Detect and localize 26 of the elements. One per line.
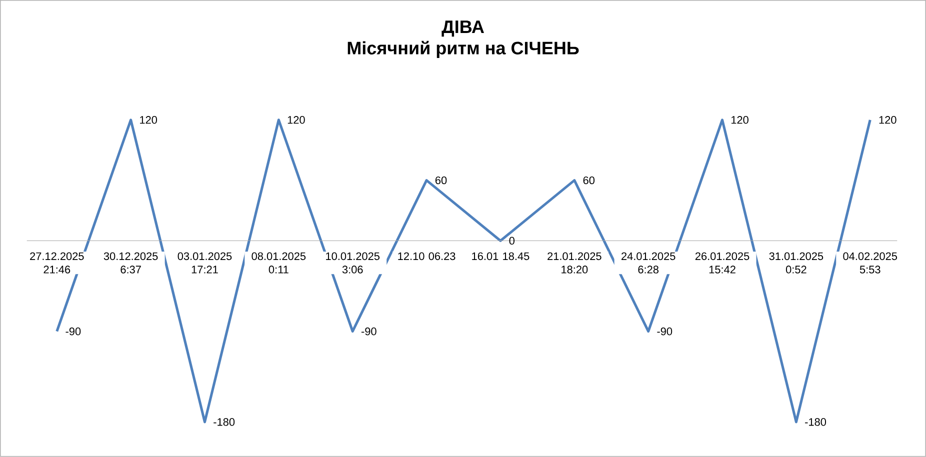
- data-label: -180: [214, 418, 235, 426]
- data-label: 0: [509, 236, 514, 245]
- x-tick-label: 31.01.2025 0:52: [769, 252, 824, 274]
- chart-title: ДІВА: [442, 20, 484, 37]
- x-tick-label: 10.01.2025 3:06: [326, 252, 380, 274]
- x-tick-label: 26.01.2025 15:42: [695, 252, 750, 274]
- x-tick-label: 24.01.2025 6:28: [622, 252, 676, 274]
- x-tick-label: 08.01.2025 0:11: [252, 252, 306, 274]
- data-label: 60: [435, 176, 447, 184]
- x-tick-label: 30.12.2025 6:37: [104, 252, 158, 274]
- x-tick-label: 16.01 18.45: [472, 252, 530, 260]
- data-label: 120: [731, 116, 748, 124]
- data-label: 120: [140, 116, 158, 124]
- data-label: -90: [361, 328, 376, 336]
- x-tick-label: 04.02.2025 5:53: [843, 252, 898, 274]
- x-tick-label: 21.01.2025 18:20: [548, 252, 602, 274]
- x-tick-label: 12.10 06.23: [398, 252, 456, 260]
- data-label: 120: [879, 116, 896, 124]
- data-label: -90: [657, 328, 672, 336]
- data-label: 120: [288, 116, 305, 124]
- data-label: -180: [805, 418, 826, 426]
- x-tick-label: 27.12.2025 21:46: [30, 252, 84, 274]
- x-tick-label: 03.01.2025 17:21: [178, 252, 232, 274]
- data-label: 60: [583, 176, 595, 184]
- data-label: -90: [66, 328, 81, 336]
- chart-subtitle: Місячний ритм на СІЧЕНЬ: [348, 40, 579, 58]
